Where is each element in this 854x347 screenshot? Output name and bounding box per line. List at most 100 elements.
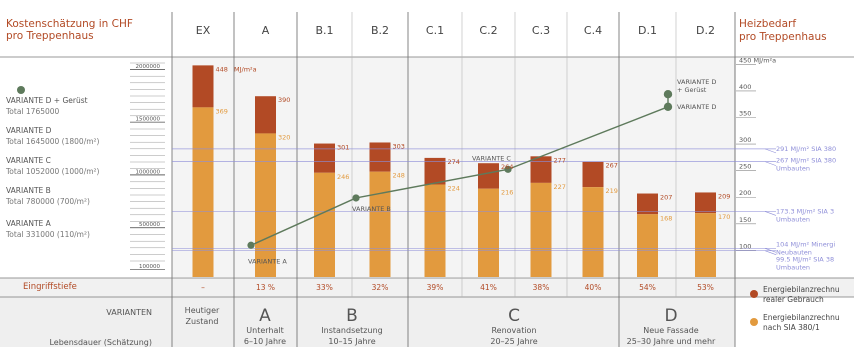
ref-connector-0 — [764, 148, 777, 154]
value-label-real: 209 — [718, 192, 730, 200]
group-d-name: Neue Fassade — [643, 326, 699, 335]
cost-line — [250, 106, 669, 246]
group-b-name: Instandsetzung — [321, 326, 382, 335]
eingriffstiefe-value: 40% — [585, 283, 602, 292]
bar-sia-c-2 — [478, 188, 499, 277]
bar-real-b-1 — [314, 143, 335, 173]
energy-tick-label: 150 — [739, 216, 751, 224]
eingriffstiefe-value: 33% — [316, 283, 333, 292]
energy-tick-label: 400 — [739, 83, 751, 91]
line-label-d: VARIANTE D — [677, 103, 716, 111]
right-header-line2: pro Treppenhaus — [739, 31, 827, 43]
ref-connector-3 — [764, 248, 777, 253]
bar-sia-d-1 — [637, 214, 658, 277]
column-header-c-3: C.3 — [532, 24, 550, 37]
eingriffstiefe-value: 41% — [480, 283, 497, 292]
value-label-sia: 219 — [606, 187, 618, 195]
cost-point-2 — [504, 165, 512, 173]
value-label-sia: 369 — [216, 107, 228, 115]
value-label-sia: 168 — [660, 214, 672, 222]
bar-real-c-1 — [424, 157, 446, 185]
energy-tick-label: 100 — [739, 242, 751, 250]
bar-sia-c-1 — [424, 184, 446, 277]
group-a-letter: A — [259, 306, 271, 326]
line-label-dg2: + Gerüst — [677, 86, 707, 94]
group-a-name: Unterhalt — [246, 326, 283, 335]
value-label-real: 390 — [278, 96, 290, 104]
cost-point-0 — [247, 241, 255, 249]
bar-sia-c-4 — [582, 187, 604, 277]
energy-tick-label: 450 MJ/m²a — [739, 56, 776, 64]
value-label-sia: 246 — [337, 173, 349, 181]
legend-sia-line1: Energiebilanzrechnu — [763, 313, 840, 322]
value-label-sia: 224 — [448, 184, 460, 192]
eingriffstiefe-value: 38% — [533, 283, 550, 292]
bar-real-b-2 — [369, 142, 391, 172]
cost-legend-total: Total 1052000 (1000/m²) — [5, 167, 100, 176]
column-header-d-1: D.1 — [638, 24, 657, 37]
group-d-letter: D — [664, 306, 677, 326]
column-header-b-1: B.1 — [315, 24, 333, 37]
ref-sublabel: Neubauten — [776, 248, 812, 256]
ref-label: 173.3 MJ/m² SIA 3 — [776, 207, 834, 215]
eingriffstiefe-value: 54% — [639, 283, 656, 292]
group-c-name: Renovation — [491, 326, 536, 335]
column-header-a: A — [262, 24, 270, 37]
cost-legend-total: Total 1645000 (1800/m²) — [5, 137, 100, 146]
ref-connector-2 — [764, 211, 777, 216]
bar-real-c-4 — [582, 161, 604, 188]
energy-tick-label: 250 — [739, 163, 751, 171]
bar-real-a — [255, 96, 276, 134]
eingriffstiefe-value: 53% — [697, 283, 714, 292]
ref-connector-1 — [764, 161, 777, 166]
eingriffstiefe-band — [0, 278, 854, 297]
group-c-letter: C — [508, 306, 520, 326]
cost-legend-name: VARIANTE A — [6, 219, 52, 228]
cost-point-4 — [663, 89, 673, 99]
line-label-c: VARIANTE C — [472, 154, 511, 162]
ref-label: 104 MJ/m² Minergi — [776, 240, 835, 248]
legend-swatch-sia — [750, 318, 758, 326]
value-label-real: 264 — [501, 163, 513, 171]
bar-real-c-2 — [478, 163, 499, 189]
group-b-life: 10–15 Jahre — [328, 337, 375, 346]
cost-tick-label: 100000 — [139, 264, 160, 270]
eingriffstiefe-label: Eingriffstiefe — [23, 282, 77, 292]
line-label-dg1: VARIANTE D — [677, 78, 716, 86]
value-label-real: 301 — [337, 144, 349, 152]
column-header-b-2: B.2 — [371, 24, 389, 37]
value-label-real: 303 — [393, 142, 405, 150]
bar-sia-c-3 — [530, 182, 552, 277]
cost-legend-total: Total 331000 (110/m²) — [5, 230, 90, 239]
ref-label: 291 MJ/m² SIA 380 — [776, 145, 836, 153]
bar-real-ex — [192, 65, 214, 108]
cost-legend-name: VARIANTE D — [6, 126, 52, 135]
left-header-line1: Kostenschätzung in CHF — [6, 18, 133, 30]
cost-point-3 — [663, 102, 673, 112]
value-label-sia: 170 — [718, 213, 730, 221]
cost-tick-label: 1500000 — [136, 117, 161, 123]
cost-point-1 — [352, 194, 360, 202]
group-b-letter: B — [346, 306, 358, 326]
value-label-sia: 216 — [501, 189, 513, 197]
value-label-real: 207 — [660, 194, 672, 202]
ref-label: 267 MJ/m² SIA 380 — [776, 157, 836, 165]
cost-tick-label: 2000000 — [136, 64, 161, 70]
cost-legend-name: VARIANTE B — [6, 186, 51, 195]
cost-legend-name: VARIANTE D + Gerüst — [6, 96, 88, 105]
bar-real-d-2 — [695, 192, 716, 214]
cost-tick-label: 1000000 — [136, 169, 161, 175]
group-d-life: 25–30 Jahre und mehr — [627, 337, 716, 346]
line-label-b: VARIANTE B — [352, 205, 391, 213]
bar-real-d-1 — [637, 193, 658, 215]
variants-band — [0, 297, 735, 347]
energy-tick-label: 200 — [739, 189, 751, 197]
ref-sublabel: Umbauten — [776, 165, 810, 173]
column-header-c-2: C.2 — [479, 24, 497, 37]
column-header-d-2: D.2 — [696, 24, 715, 37]
eingriffstiefe-value: 32% — [372, 283, 389, 292]
value-label-real: 448 — [216, 65, 228, 73]
value-label-sia: 248 — [393, 172, 405, 180]
cost-legend-name: VARIANTE C — [6, 156, 51, 165]
